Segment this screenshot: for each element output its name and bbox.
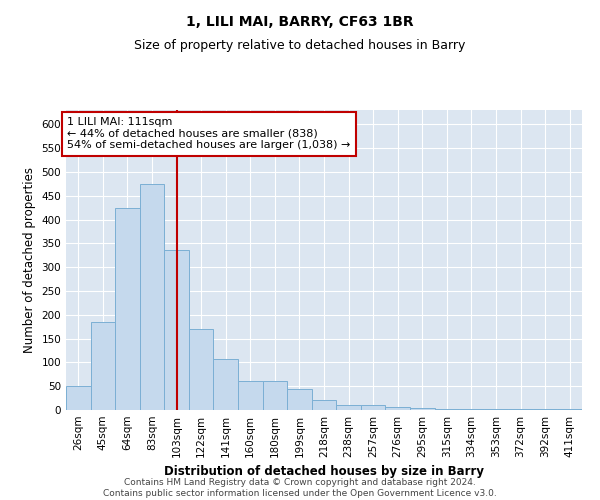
Bar [263, 382, 287, 410]
Bar [434, 408, 459, 410]
Bar [336, 405, 361, 410]
Bar [287, 388, 312, 410]
Bar [140, 184, 164, 410]
Bar [361, 405, 385, 410]
Bar [410, 408, 434, 410]
Y-axis label: Number of detached properties: Number of detached properties [23, 167, 36, 353]
Bar [66, 386, 91, 410]
Bar [557, 409, 582, 410]
Text: Contains HM Land Registry data © Crown copyright and database right 2024.
Contai: Contains HM Land Registry data © Crown c… [103, 478, 497, 498]
Bar [533, 409, 557, 410]
X-axis label: Distribution of detached houses by size in Barry: Distribution of detached houses by size … [164, 466, 484, 478]
Text: Size of property relative to detached houses in Barry: Size of property relative to detached ho… [134, 39, 466, 52]
Bar [214, 358, 238, 410]
Bar [508, 409, 533, 410]
Bar [164, 250, 189, 410]
Bar [312, 400, 336, 410]
Bar [238, 382, 263, 410]
Bar [91, 322, 115, 410]
Bar [385, 407, 410, 410]
Bar [115, 208, 140, 410]
Bar [484, 409, 508, 410]
Bar [459, 408, 484, 410]
Text: 1, LILI MAI, BARRY, CF63 1BR: 1, LILI MAI, BARRY, CF63 1BR [186, 15, 414, 29]
Text: 1 LILI MAI: 111sqm
← 44% of detached houses are smaller (838)
54% of semi-detach: 1 LILI MAI: 111sqm ← 44% of detached hou… [67, 117, 350, 150]
Bar [189, 329, 214, 410]
